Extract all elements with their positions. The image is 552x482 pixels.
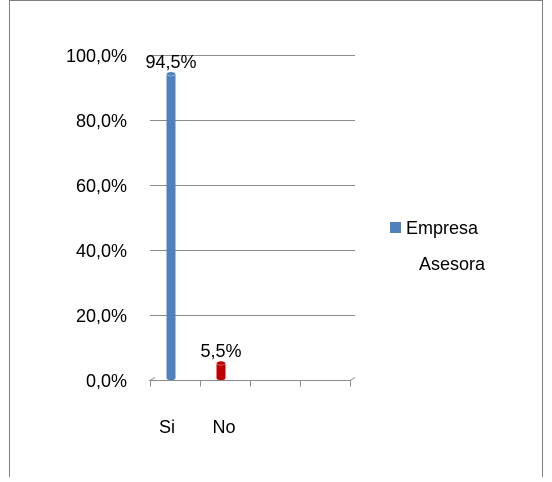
x-tick-label: No: [212, 417, 235, 437]
legend-label-line2: Asesora: [419, 254, 486, 274]
x-tick-label: Si: [159, 417, 175, 437]
data-labels: 94,5% 5,5%: [145, 52, 241, 361]
y-tick-label: 40,0%: [76, 241, 127, 261]
data-label: 94,5%: [145, 52, 196, 72]
y-tick-label: 20,0%: [76, 306, 127, 326]
x-axis-line: [150, 378, 355, 381]
x-tick-labels: Si No: [159, 417, 236, 437]
chart-frame-border: [10, 0, 543, 477]
legend-label-line1: Empresa: [406, 218, 479, 238]
bar-top: [217, 361, 226, 365]
y-tick-label: 0,0%: [86, 371, 127, 391]
bar-body: [167, 73, 176, 380]
y-tick-label: 80,0%: [76, 111, 127, 131]
gridlines: [155, 56, 355, 316]
y-tick-labels: 0,0% 20,0% 40,0% 60,0% 80,0% 100,0%: [66, 46, 127, 391]
y-tick-label: 60,0%: [76, 176, 127, 196]
bar-top: [167, 72, 176, 76]
bar-no: [217, 361, 226, 380]
legend-swatch: [390, 222, 401, 233]
axes: [150, 56, 355, 387]
y-tick-label: 100,0%: [66, 46, 127, 66]
bars: [167, 72, 226, 380]
bar-si: [167, 72, 176, 380]
legend: Empresa Asesora: [390, 218, 486, 274]
data-label: 5,5%: [200, 341, 241, 361]
